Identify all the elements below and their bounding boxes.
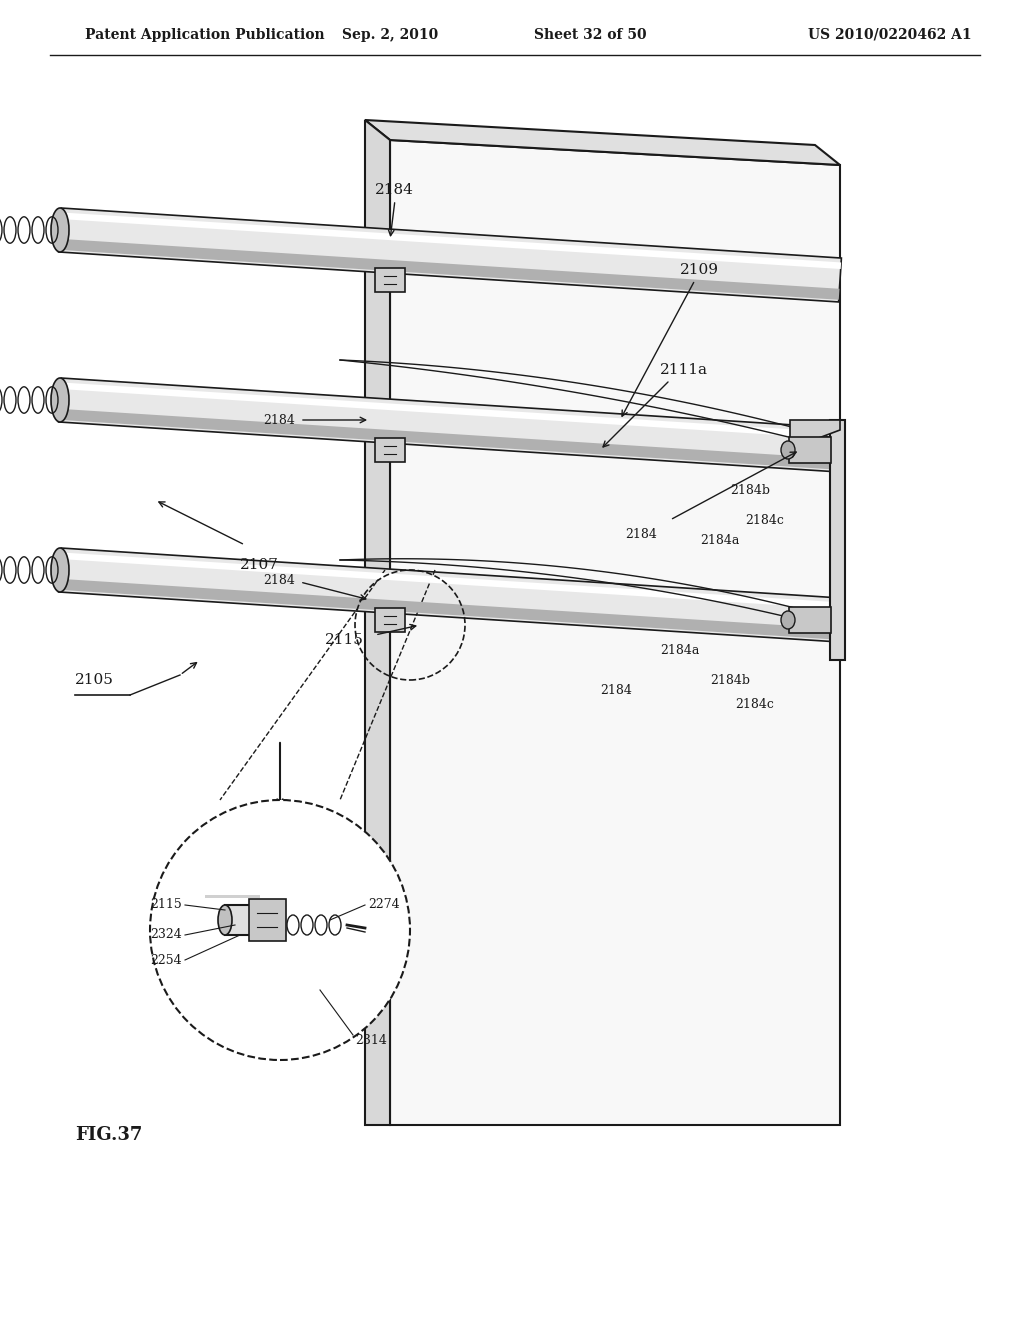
Text: Patent Application Publication: Patent Application Publication [85, 28, 325, 42]
Text: 2184: 2184 [375, 183, 414, 197]
Text: 2184: 2184 [600, 684, 632, 697]
Text: 2184b: 2184b [730, 483, 770, 496]
Polygon shape [365, 120, 390, 1125]
Text: Sep. 2, 2010: Sep. 2, 2010 [342, 28, 438, 42]
Polygon shape [58, 239, 840, 300]
Ellipse shape [218, 906, 232, 935]
Text: 2184c: 2184c [735, 698, 774, 711]
Polygon shape [225, 906, 285, 935]
Ellipse shape [781, 611, 795, 630]
Text: 2109: 2109 [680, 263, 719, 277]
Text: 2115: 2115 [151, 899, 182, 912]
Text: 2184a: 2184a [700, 533, 739, 546]
FancyBboxPatch shape [375, 268, 406, 292]
FancyBboxPatch shape [375, 609, 406, 632]
Polygon shape [790, 420, 840, 445]
Polygon shape [58, 378, 842, 473]
Text: 2111a: 2111a [660, 363, 708, 378]
Ellipse shape [51, 548, 69, 591]
Text: Sheet 32 of 50: Sheet 32 of 50 [534, 28, 646, 42]
Circle shape [150, 800, 410, 1060]
Polygon shape [58, 578, 840, 640]
Text: 2107: 2107 [240, 558, 279, 572]
Polygon shape [60, 383, 841, 440]
Text: 2184: 2184 [263, 573, 295, 586]
Polygon shape [205, 895, 260, 898]
Polygon shape [58, 548, 842, 642]
Text: US 2010/0220462 A1: US 2010/0220462 A1 [808, 28, 972, 42]
Text: 2115: 2115 [325, 634, 364, 647]
Text: 2274: 2274 [368, 899, 399, 912]
Text: 2314: 2314 [355, 1034, 387, 1047]
FancyBboxPatch shape [249, 899, 286, 941]
FancyBboxPatch shape [790, 437, 831, 463]
FancyBboxPatch shape [790, 607, 831, 634]
Ellipse shape [781, 441, 795, 459]
Text: FIG.37: FIG.37 [75, 1126, 142, 1144]
Text: 2184b: 2184b [710, 673, 750, 686]
Polygon shape [60, 553, 841, 609]
Polygon shape [390, 140, 840, 1125]
Text: 2184a: 2184a [660, 644, 699, 656]
Polygon shape [830, 420, 845, 660]
Polygon shape [58, 409, 840, 470]
Polygon shape [365, 120, 840, 165]
Ellipse shape [51, 209, 69, 252]
Polygon shape [58, 209, 842, 302]
Text: 2184c: 2184c [745, 513, 784, 527]
Text: 2184: 2184 [263, 413, 295, 426]
FancyBboxPatch shape [375, 438, 406, 462]
Text: 2105: 2105 [75, 673, 114, 686]
Polygon shape [195, 895, 280, 906]
Polygon shape [60, 213, 841, 269]
Text: 2324: 2324 [151, 928, 182, 941]
Ellipse shape [51, 378, 69, 422]
Text: 2184: 2184 [625, 528, 656, 541]
Text: 2254: 2254 [151, 953, 182, 966]
